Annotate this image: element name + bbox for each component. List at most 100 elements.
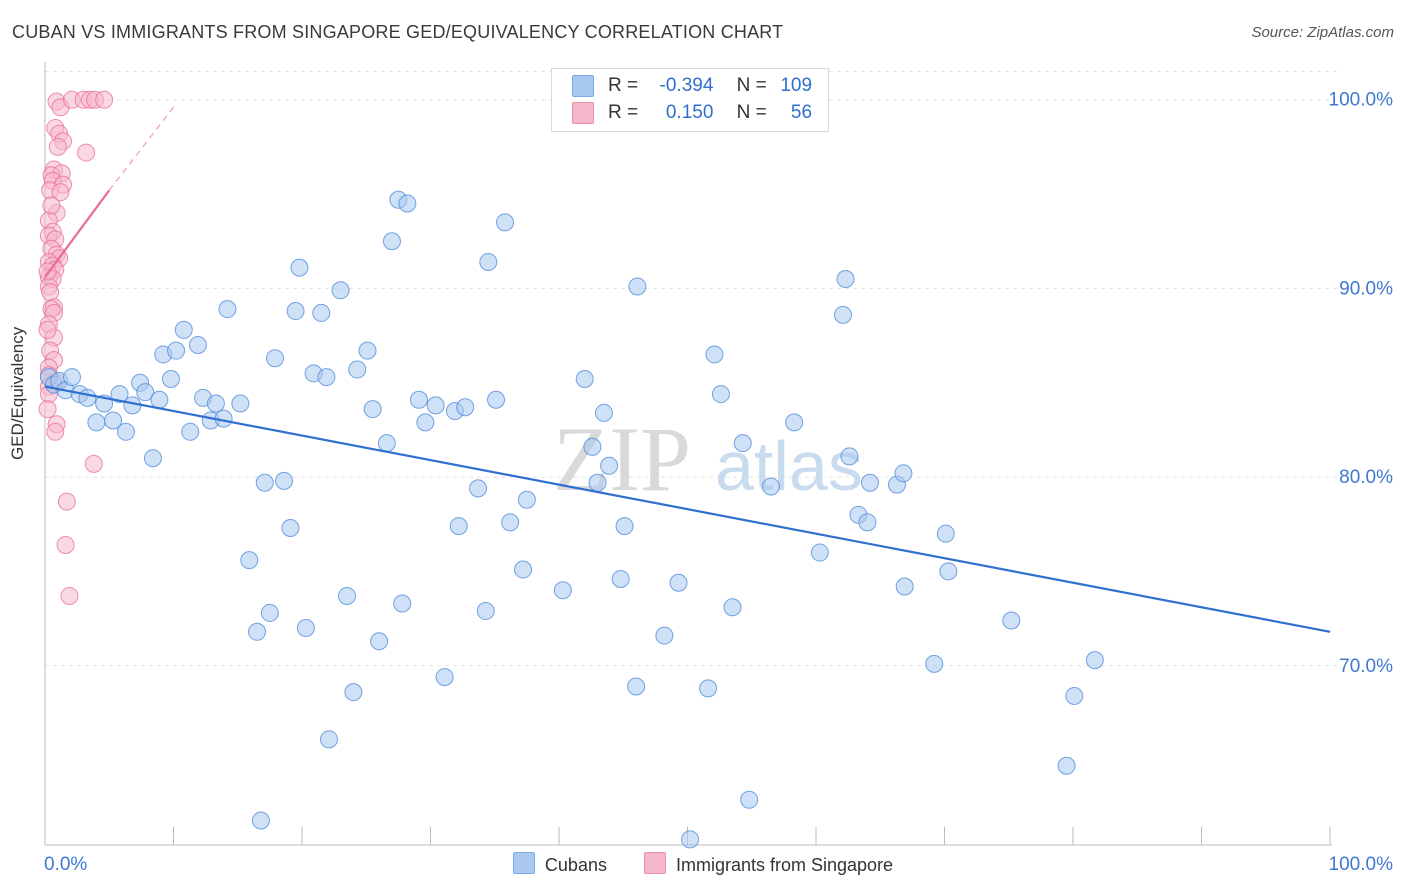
cubans-point bbox=[628, 277, 647, 296]
cubans-point bbox=[248, 622, 267, 641]
cubans-point bbox=[1057, 756, 1076, 775]
cubans-point bbox=[344, 683, 363, 702]
cubans-point bbox=[150, 390, 169, 409]
cubans-point bbox=[681, 830, 700, 849]
cubans-point bbox=[939, 562, 958, 581]
cubans-point bbox=[290, 258, 309, 277]
cubans-point bbox=[110, 385, 129, 404]
trendline-singapore-extension bbox=[108, 106, 175, 191]
cubans-point bbox=[240, 551, 259, 570]
legend-r-label: R = bbox=[608, 102, 639, 124]
singapore-point bbox=[77, 143, 96, 162]
tick-labels: 70.0% 80.0% 90.0% 100.0% 0.0% 100.0% bbox=[44, 90, 1393, 875]
y-tick-label: 100.0% bbox=[1329, 90, 1394, 111]
cubans-point bbox=[655, 626, 674, 645]
legend-label-cubans: Cubans bbox=[544, 855, 607, 875]
cubans-point bbox=[810, 543, 829, 562]
cubans-point bbox=[449, 517, 468, 536]
cubans-point bbox=[588, 473, 607, 492]
cubans-point bbox=[836, 269, 855, 288]
cubans-point bbox=[296, 619, 315, 638]
cubans-point bbox=[785, 413, 804, 432]
singapore-point bbox=[57, 492, 76, 511]
cubans-point bbox=[514, 560, 533, 579]
cubans-point bbox=[936, 524, 955, 543]
cubans-point bbox=[705, 345, 724, 364]
singapore-point bbox=[60, 586, 79, 605]
cubans-point bbox=[583, 437, 602, 456]
cubans-point bbox=[377, 434, 396, 453]
cubans-point bbox=[275, 471, 294, 490]
singapore-point bbox=[84, 454, 103, 473]
y-tick-label: 80.0% bbox=[1339, 467, 1393, 488]
cubans-point bbox=[281, 519, 300, 538]
singapore-point bbox=[48, 137, 67, 156]
series-cubans-points bbox=[39, 190, 1104, 849]
cubans-point bbox=[317, 368, 336, 387]
cubans-point bbox=[255, 473, 274, 492]
series-singapore-points bbox=[38, 90, 114, 605]
cubans-point bbox=[895, 577, 914, 596]
cubans-point bbox=[116, 422, 135, 441]
singapore-point bbox=[38, 320, 57, 339]
cubans-point bbox=[762, 477, 781, 496]
legend-row-singapore: R = 0.150 N = 56 bbox=[572, 102, 812, 128]
trendline-singapore bbox=[44, 189, 111, 278]
cubans-point bbox=[487, 390, 506, 409]
singapore-point bbox=[95, 90, 114, 109]
singapore-point bbox=[42, 196, 61, 215]
cubans-point bbox=[435, 668, 454, 687]
cubans-point bbox=[143, 449, 162, 468]
y-tick-label: 90.0% bbox=[1339, 278, 1393, 299]
cubans-point bbox=[669, 573, 688, 592]
cubans-point bbox=[858, 513, 877, 532]
watermark: ZIP atlas bbox=[553, 408, 863, 510]
chart-title: CUBAN VS IMMIGRANTS FROM SINGAPORE GED/E… bbox=[12, 22, 784, 42]
trendline-cubans bbox=[44, 385, 1331, 633]
cubans-point bbox=[382, 232, 401, 251]
grid-lines bbox=[45, 70, 1340, 667]
legend-n-value: 109 bbox=[780, 75, 813, 97]
legend-swatch-cubans bbox=[512, 852, 535, 874]
cubans-point bbox=[398, 194, 417, 213]
cubans-point bbox=[456, 398, 475, 417]
cubans-point bbox=[218, 300, 237, 319]
cubans-point bbox=[615, 517, 634, 536]
cubans-point bbox=[409, 390, 428, 409]
cubans-point bbox=[78, 388, 97, 407]
cubans-point bbox=[174, 320, 193, 339]
trend-lines bbox=[44, 106, 1331, 633]
cubans-point bbox=[181, 422, 200, 441]
cubans-point bbox=[611, 569, 630, 588]
x-tick-label-min: 0.0% bbox=[44, 854, 87, 875]
cubans-point bbox=[266, 349, 285, 368]
legend-swatch-singapore bbox=[572, 102, 594, 124]
series-legend: Cubans Immigrants from Singapore bbox=[0, 852, 1406, 876]
legend-row-cubans: R = -0.394 N = 109 bbox=[572, 75, 812, 101]
cubans-point bbox=[600, 456, 619, 475]
cubans-point bbox=[594, 403, 613, 422]
singapore-point bbox=[38, 400, 57, 419]
cubans-point bbox=[62, 368, 81, 387]
legend-r-value: -0.394 bbox=[659, 75, 714, 97]
cubans-point bbox=[393, 594, 412, 613]
y-tick-label: 70.0% bbox=[1339, 656, 1393, 677]
cubans-point bbox=[348, 360, 367, 379]
cubans-point bbox=[627, 677, 646, 696]
cubans-point bbox=[496, 213, 515, 232]
singapore-point bbox=[51, 183, 70, 202]
cubans-point bbox=[416, 413, 435, 432]
cubans-point bbox=[251, 811, 270, 830]
cubans-point bbox=[1085, 651, 1104, 670]
cubans-point bbox=[1002, 611, 1021, 630]
cubans-point bbox=[260, 603, 279, 622]
cubans-point bbox=[479, 252, 498, 271]
cubans-point bbox=[833, 305, 852, 324]
cubans-point bbox=[699, 679, 718, 698]
cubans-point bbox=[337, 586, 356, 605]
cubans-point bbox=[286, 302, 305, 321]
cubans-point bbox=[733, 434, 752, 453]
singapore-point bbox=[56, 536, 75, 555]
cubans-point bbox=[711, 385, 730, 404]
